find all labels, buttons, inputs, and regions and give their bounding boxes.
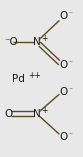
Text: Pd: Pd [12, 73, 25, 84]
Text: O: O [4, 109, 12, 119]
Text: O: O [59, 60, 67, 70]
Text: ⁻: ⁻ [69, 85, 73, 94]
Text: N: N [33, 109, 40, 119]
Text: +: + [42, 106, 48, 115]
Text: ⁻O: ⁻O [4, 37, 18, 47]
Text: O: O [59, 11, 67, 22]
Text: ++: ++ [28, 71, 41, 80]
Text: O: O [59, 87, 67, 97]
Text: O: O [59, 132, 67, 142]
Text: ⁻: ⁻ [69, 9, 73, 18]
Text: +: + [42, 34, 48, 43]
Text: ⁻: ⁻ [69, 58, 73, 67]
Text: ⁻: ⁻ [69, 130, 73, 140]
Text: N: N [33, 37, 40, 47]
